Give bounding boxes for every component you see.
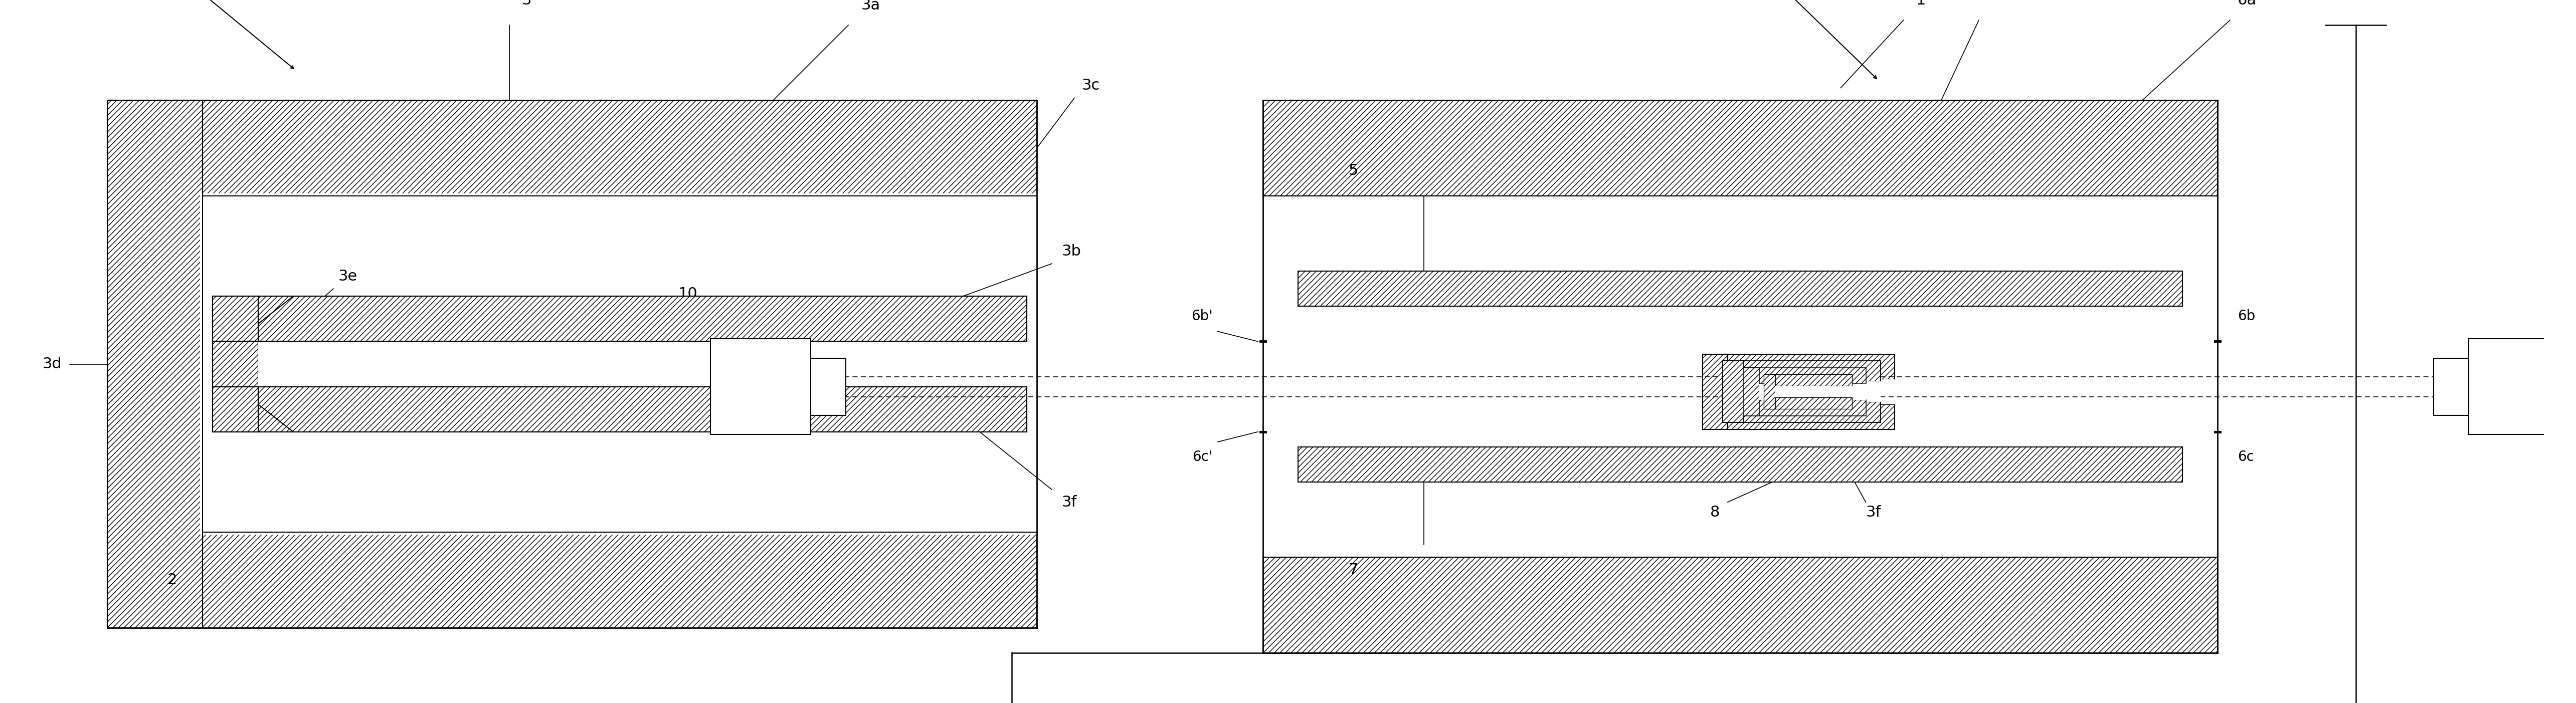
Bar bbox=[1728, 379, 1896, 404]
Bar bbox=[1765, 397, 1852, 409]
Bar bbox=[1703, 354, 1728, 430]
Bar bbox=[1723, 402, 1880, 423]
Bar bbox=[1744, 368, 1759, 415]
Text: 3d: 3d bbox=[44, 357, 62, 371]
Text: 6b: 6b bbox=[2239, 309, 2254, 323]
Bar bbox=[108, 532, 1036, 628]
Text: 3a: 3a bbox=[860, 0, 881, 12]
Bar bbox=[711, 339, 811, 434]
Text: 1: 1 bbox=[1917, 0, 1927, 7]
Bar bbox=[1723, 361, 1880, 381]
Bar bbox=[214, 296, 258, 432]
Bar bbox=[1759, 384, 1865, 400]
Bar bbox=[1765, 374, 1852, 386]
Bar bbox=[1703, 354, 1896, 379]
Text: 8: 8 bbox=[1710, 505, 1721, 520]
Text: 3f: 3f bbox=[1865, 505, 1880, 520]
Bar bbox=[1298, 447, 2182, 482]
Text: 6a: 6a bbox=[2239, 0, 2257, 7]
Bar bbox=[1775, 386, 1852, 397]
Text: 3c: 3c bbox=[1082, 78, 1100, 93]
Bar bbox=[1744, 382, 1880, 402]
Bar bbox=[811, 358, 845, 415]
Bar bbox=[1723, 361, 1744, 423]
Text: 6c': 6c' bbox=[1193, 450, 1213, 464]
Text: 5: 5 bbox=[1347, 164, 1358, 178]
Bar bbox=[214, 387, 1028, 432]
Text: 3f: 3f bbox=[1061, 495, 1077, 510]
Bar bbox=[214, 296, 1028, 342]
Bar bbox=[2434, 358, 2468, 415]
Bar bbox=[2468, 339, 2568, 434]
Bar bbox=[1298, 271, 2182, 307]
Text: 3e: 3e bbox=[337, 269, 358, 283]
Bar bbox=[1262, 101, 2218, 196]
Bar bbox=[108, 101, 204, 628]
Text: 3b: 3b bbox=[1061, 244, 1082, 258]
Text: 6c: 6c bbox=[2239, 450, 2254, 464]
Bar bbox=[108, 101, 1036, 196]
Bar bbox=[1744, 368, 1865, 384]
Bar bbox=[1262, 557, 2218, 653]
Bar bbox=[201, 193, 1038, 535]
Bar bbox=[1744, 400, 1865, 415]
Bar bbox=[258, 342, 1028, 387]
Text: 10: 10 bbox=[677, 287, 698, 301]
Bar bbox=[1765, 374, 1775, 409]
Text: 6: 6 bbox=[1991, 0, 2002, 2]
Text: 7: 7 bbox=[1347, 562, 1358, 577]
Bar bbox=[1703, 404, 1896, 430]
Text: 3: 3 bbox=[523, 0, 531, 7]
Text: 6b': 6b' bbox=[1190, 309, 1213, 323]
Text: 2: 2 bbox=[167, 573, 178, 587]
